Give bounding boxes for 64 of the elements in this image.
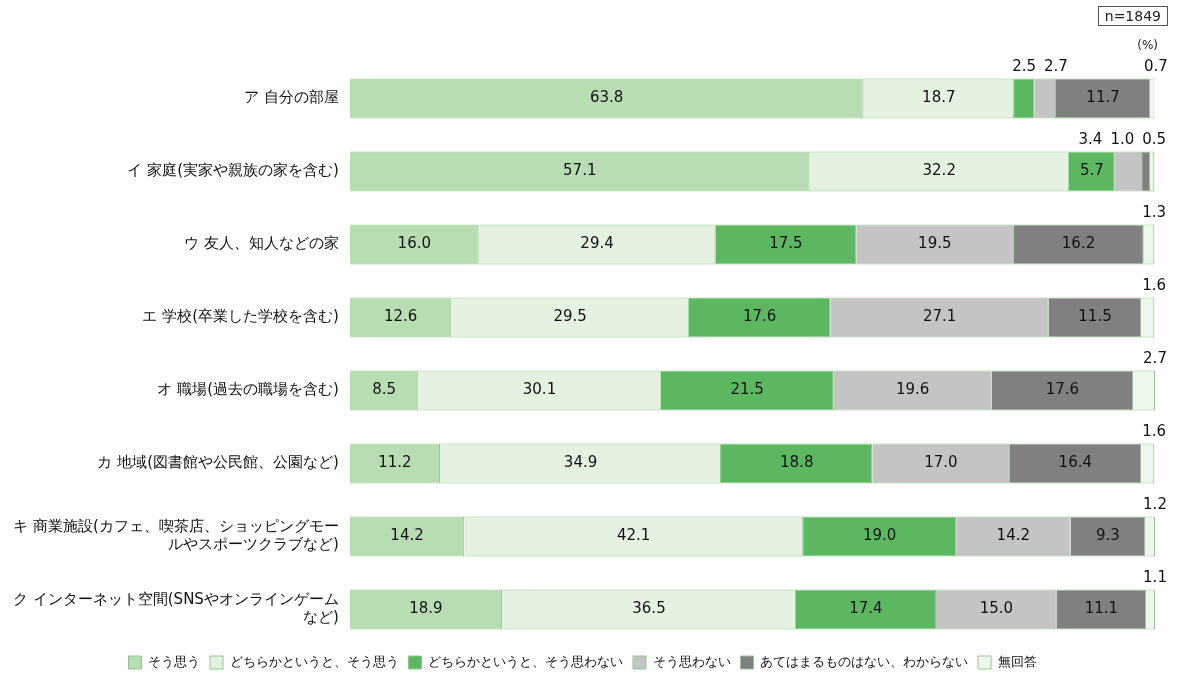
data-label: 5.7 — [1079, 161, 1104, 180]
data-label: 1.1 — [1143, 568, 1167, 587]
data-label: 63.8 — [590, 88, 624, 107]
data-label: 18.7 — [922, 88, 956, 107]
data-label: 19.5 — [918, 234, 952, 253]
data-label: 16.0 — [397, 234, 431, 253]
data-label: 29.5 — [553, 307, 587, 326]
legend-label: そう思う — [148, 653, 200, 669]
data-label: 1.6 — [1142, 422, 1167, 441]
data-label: 17.6 — [742, 307, 777, 326]
data-label: 12.6 — [383, 307, 418, 326]
legend-label: あてはまるものはない、わからない — [760, 653, 968, 669]
data-label: 19.0 — [862, 526, 897, 545]
data-label: 11.5 — [1078, 307, 1112, 326]
data-label: 0.7 — [1143, 57, 1168, 76]
data-label: 32.2 — [922, 161, 956, 180]
y-tick-label: イ 家庭(実家や親族の家を含む) — [127, 161, 339, 180]
data-label: 8.5 — [372, 380, 397, 399]
legend-label: どちらかというと、そう思わない — [428, 653, 623, 669]
y-tick-label: エ 学校(卒業した学校を含む) — [142, 307, 339, 326]
text: (%) — [1137, 38, 1158, 52]
data-label: 0.5 — [1142, 130, 1167, 149]
data-label: 1.6 — [1142, 276, 1167, 295]
data-label: 2.7 — [1044, 57, 1068, 76]
data-label: 17.5 — [769, 234, 803, 253]
data-label: 11.7 — [1086, 88, 1120, 107]
data-label: 17.6 — [1045, 380, 1080, 399]
data-label: 18.8 — [780, 453, 814, 472]
data-label: 1.0 — [1110, 130, 1135, 149]
data-label: 57.1 — [563, 161, 597, 180]
data-label: 36.5 — [632, 599, 666, 618]
text: n=1849 — [1097, 6, 1168, 26]
data-label: 16.2 — [1061, 234, 1096, 253]
data-label: 14.2 — [390, 526, 424, 545]
data-label: 9.3 — [1095, 526, 1120, 545]
y-tick-label: カ 地域(図書館や公民館、公園など) — [97, 453, 339, 472]
data-label: 17.4 — [849, 599, 883, 618]
data-label: 15.0 — [979, 599, 1014, 618]
y-tick-label: ウ 友人、知人などの家 — [184, 234, 339, 253]
data-label: 2.5 — [1012, 57, 1037, 76]
y-tick-label: キ 商業施設(カフェ、喫茶店、ショッピングモールやスポーツクラブなど) — [13, 517, 339, 554]
data-label: 21.5 — [730, 380, 764, 399]
data-label: 16.4 — [1058, 453, 1092, 472]
data-label: 30.1 — [522, 380, 557, 399]
data-label: 42.1 — [616, 526, 651, 545]
y-tick-label: ア 自分の部屋 — [244, 88, 339, 107]
data-label: 18.9 — [409, 599, 443, 618]
data-label: 14.2 — [996, 526, 1030, 545]
data-label: 19.6 — [895, 380, 930, 399]
data-label: 11.1 — [1084, 599, 1119, 618]
data-label: 27.1 — [922, 307, 957, 326]
data-label: 3.4 — [1078, 130, 1103, 149]
y-tick-label: オ 職場(過去の職場を含む) — [157, 380, 339, 399]
data-label: 11.2 — [378, 453, 412, 472]
y-tick-label: ク インターネット空間(SNSやオンラインゲームなど) — [12, 590, 339, 627]
legend-label: 無回答 — [997, 653, 1037, 669]
legend-label: そう思わない — [652, 653, 731, 669]
legend-label: どちらかというと、そう思う — [229, 653, 399, 669]
data-label: 1.2 — [1143, 495, 1167, 514]
data-label: 1.3 — [1142, 203, 1167, 222]
data-label: 29.4 — [580, 234, 614, 253]
data-label: 2.7 — [1143, 349, 1167, 368]
data-label: 17.0 — [924, 453, 958, 472]
data-label: 34.9 — [563, 453, 598, 472]
